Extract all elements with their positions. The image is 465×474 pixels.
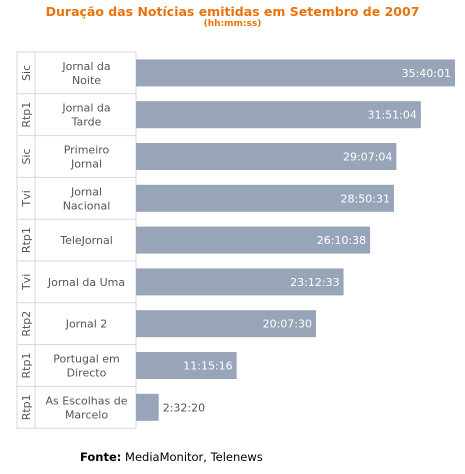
program-label: Jornal xyxy=(70,158,102,171)
bar-value-label: 29:07:04 xyxy=(343,151,392,164)
chart-title: Duração das Notícias emitidas em Setembr… xyxy=(45,4,420,19)
bar-value-label: 23:12:33 xyxy=(290,276,339,289)
channel-label: Rtp1 xyxy=(20,394,33,420)
channel-label: Rtp1 xyxy=(20,227,33,253)
bar xyxy=(136,352,237,379)
bar xyxy=(136,59,455,87)
program-label: Jornal 2 xyxy=(65,318,108,331)
bar-value-label: 28:50:31 xyxy=(341,192,390,205)
program-label: Primeiro xyxy=(64,144,110,157)
bar-value-label: 35:40:01 xyxy=(402,67,451,80)
channel-label: Rtp1 xyxy=(20,102,33,128)
bar xyxy=(136,143,397,170)
bar-value-label: 26:10:38 xyxy=(317,234,366,247)
program-label: Portugal em xyxy=(53,353,120,366)
channel-label: Sic xyxy=(20,148,33,164)
channel-label: Rtp2 xyxy=(20,311,33,337)
program-label: Marcelo xyxy=(65,408,108,421)
bar xyxy=(136,310,316,338)
source-note: Fonte: MediaMonitor, Telenews xyxy=(80,450,263,464)
channel-label: Tvi xyxy=(20,274,33,291)
program-label: Directo xyxy=(67,367,107,380)
bar xyxy=(136,226,371,254)
channel-label: Tvi xyxy=(20,190,33,207)
program-label: Jornal xyxy=(70,185,102,198)
bar-value-label: 2:32:20 xyxy=(163,401,205,414)
program-label: Tarde xyxy=(71,116,102,129)
source-label: Fonte: xyxy=(80,450,122,464)
program-label: TeleJornal xyxy=(59,234,113,247)
program-label: Noite xyxy=(72,74,101,87)
chart-subtitle: (hh:mm:ss) xyxy=(203,19,262,29)
bar-value-label: 31:51:04 xyxy=(367,109,416,122)
bar-value-label: 20:07:30 xyxy=(263,318,312,331)
bar xyxy=(136,101,421,129)
channel-label: Sic xyxy=(20,65,33,81)
program-label: Jornal da xyxy=(61,102,110,115)
source-text: MediaMonitor, Telenews xyxy=(125,450,263,464)
bar-value-label: 11:15:16 xyxy=(183,360,232,373)
bar xyxy=(136,184,394,212)
program-label: Jornal da Uma xyxy=(47,276,125,289)
program-label: Nacional xyxy=(63,199,111,212)
bar xyxy=(136,268,344,296)
channel-label: Rtp1 xyxy=(20,353,33,379)
program-label: As Escolhas de xyxy=(46,394,128,407)
bar xyxy=(136,393,159,421)
program-label: Jornal da xyxy=(61,60,110,73)
